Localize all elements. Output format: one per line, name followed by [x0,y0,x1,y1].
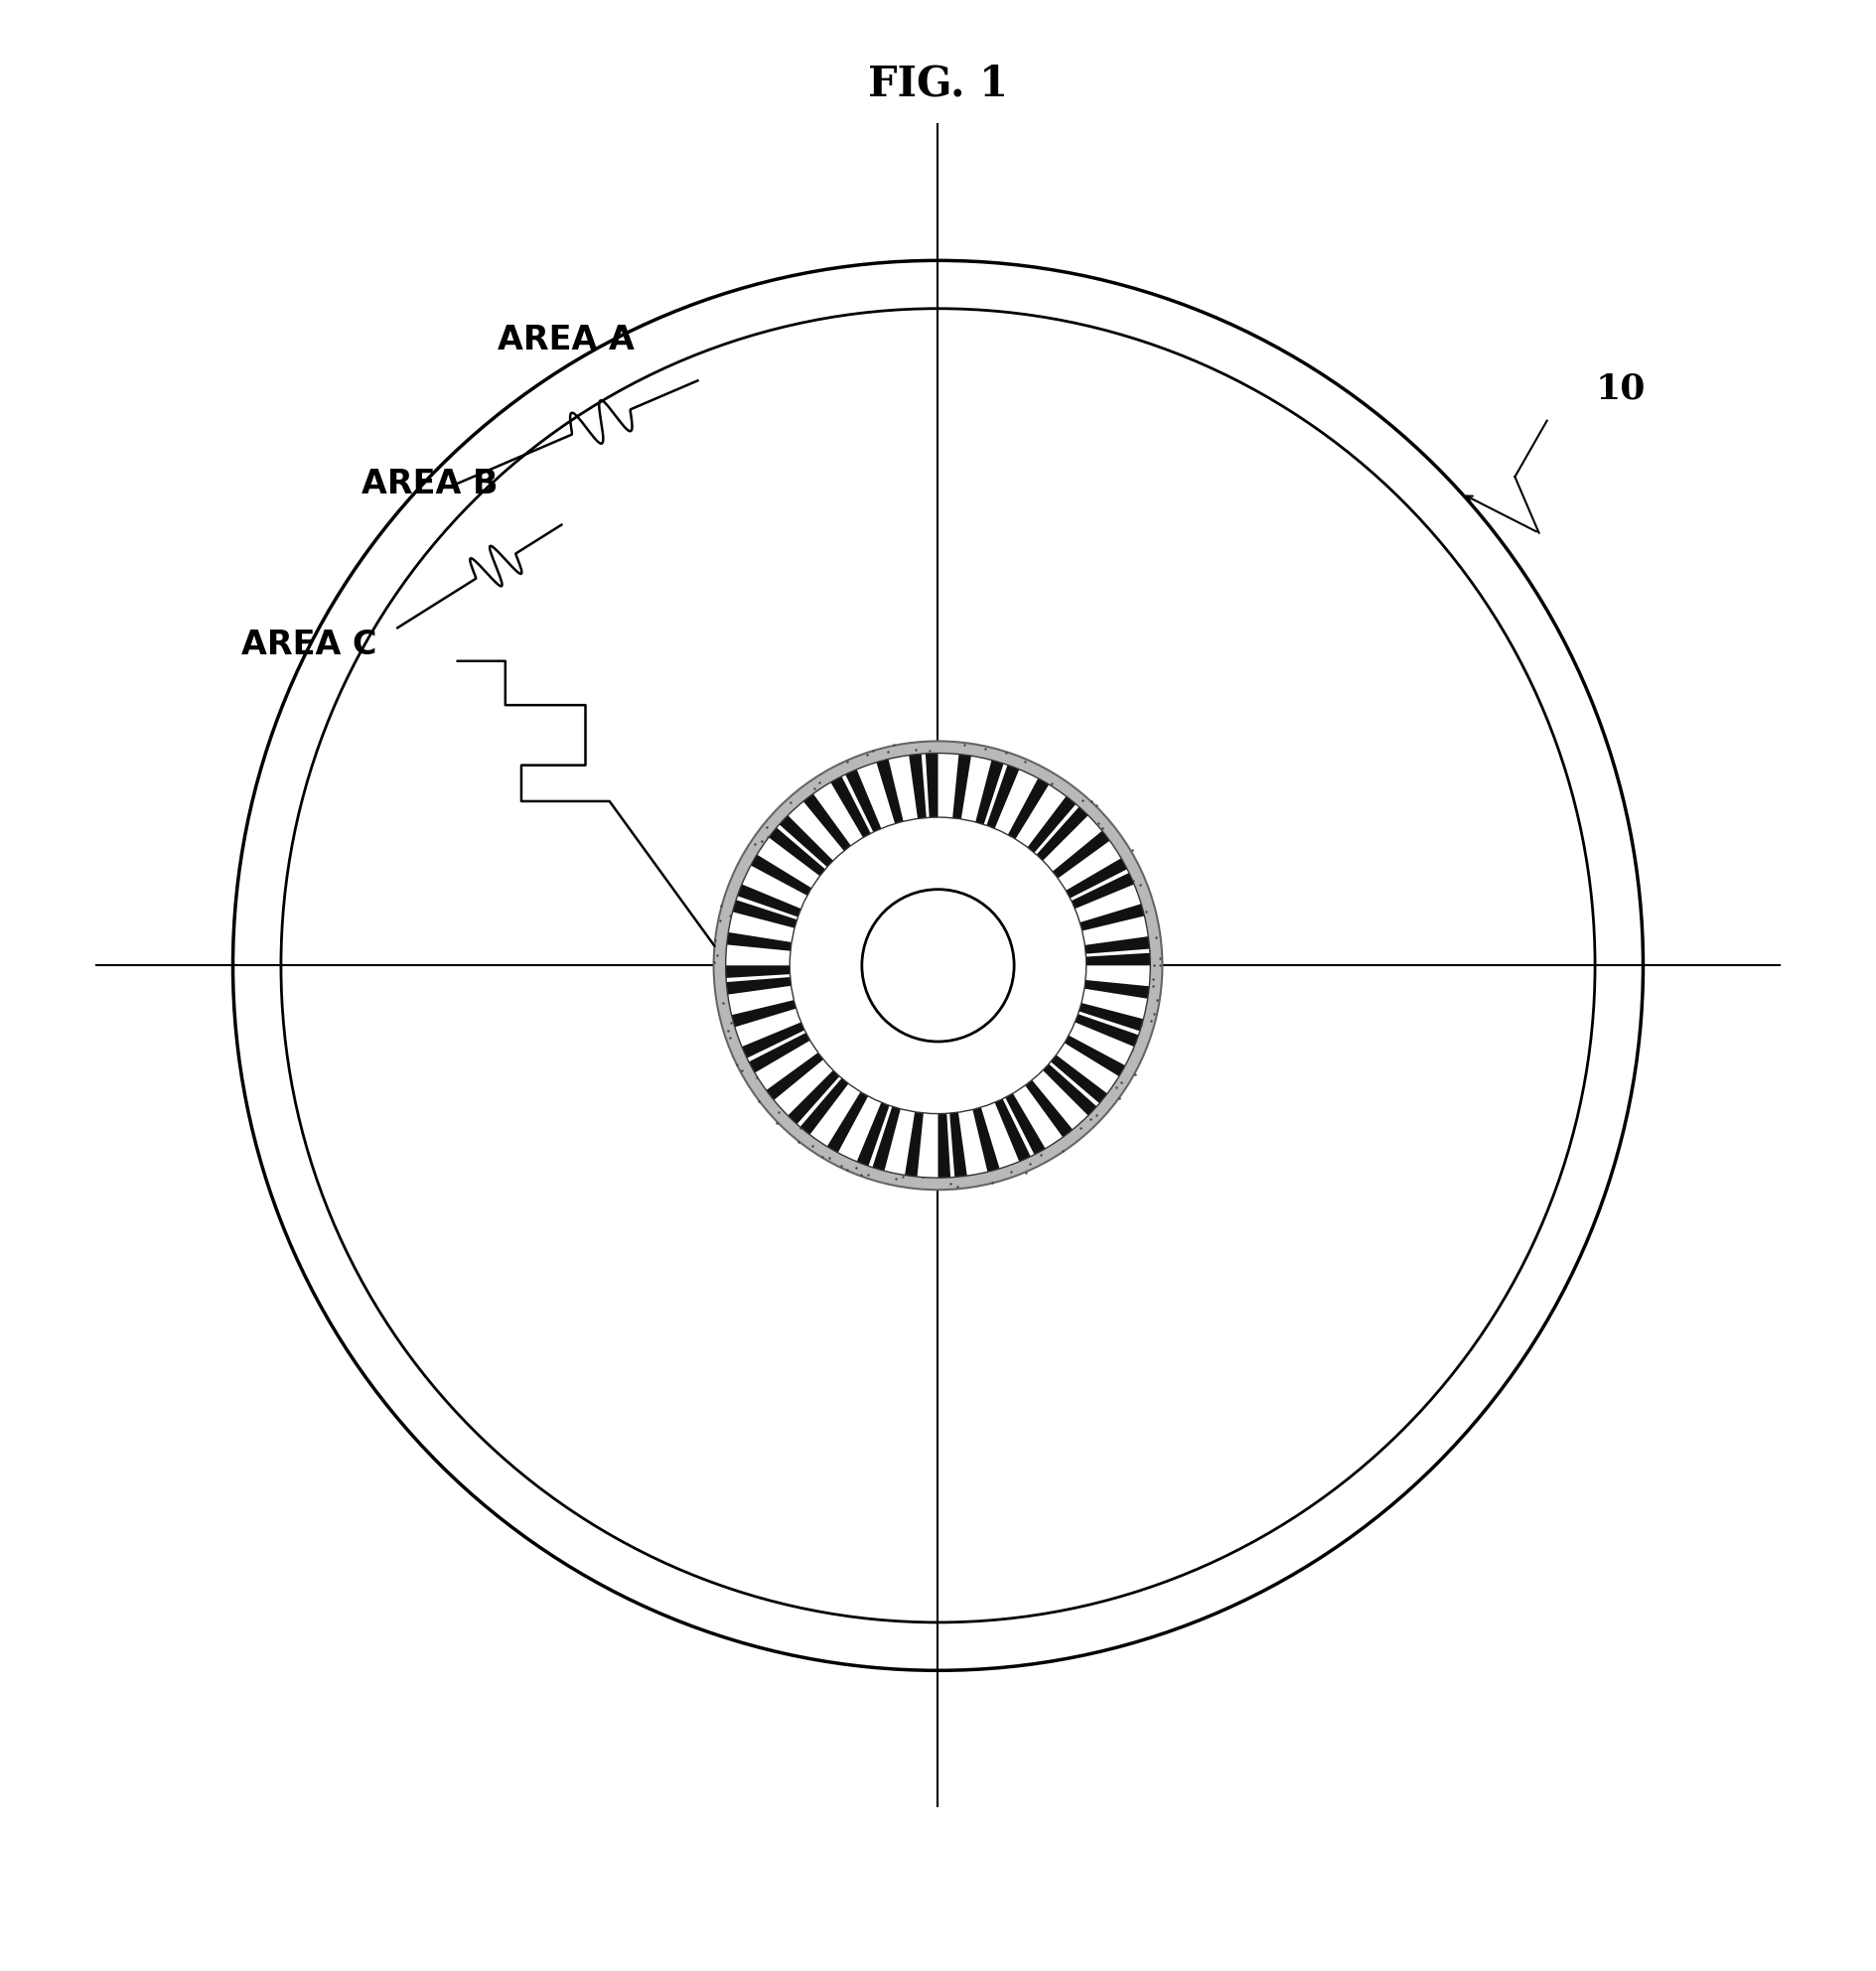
Wedge shape [893,755,915,820]
Wedge shape [964,757,987,822]
Wedge shape [908,753,927,818]
Wedge shape [1082,920,1148,942]
Wedge shape [792,804,842,859]
Wedge shape [938,1114,951,1179]
Wedge shape [756,1043,816,1086]
Wedge shape [861,763,893,828]
Wedge shape [1071,873,1135,909]
Wedge shape [857,1102,889,1167]
Wedge shape [1082,991,1146,1015]
Wedge shape [1081,905,1144,930]
Wedge shape [726,948,790,962]
Wedge shape [765,1053,824,1100]
Text: AREA A: AREA A [497,323,634,357]
Wedge shape [1066,857,1127,899]
Wedge shape [953,755,972,820]
Text: FIG. 1: FIG. 1 [869,63,1007,104]
Wedge shape [1060,844,1120,889]
Wedge shape [972,1108,1000,1173]
Text: AREA B: AREA B [360,467,497,501]
Wedge shape [831,777,870,838]
Wedge shape [904,1112,923,1177]
Wedge shape [1069,1025,1133,1062]
Wedge shape [1075,1013,1139,1047]
Circle shape [726,753,1150,1179]
Text: AREA C: AREA C [240,629,377,660]
Wedge shape [983,1104,1015,1167]
Wedge shape [1084,980,1150,999]
Wedge shape [921,1114,934,1179]
Wedge shape [1084,936,1150,954]
Wedge shape [942,753,955,818]
Wedge shape [1007,779,1049,840]
Wedge shape [760,842,818,885]
Wedge shape [1015,1088,1060,1147]
Wedge shape [1077,889,1141,920]
Wedge shape [779,816,833,867]
Wedge shape [1086,968,1150,982]
Circle shape [713,741,1163,1190]
Wedge shape [1051,1054,1107,1104]
Wedge shape [1052,832,1111,879]
Wedge shape [732,901,797,928]
Wedge shape [1045,818,1099,869]
Wedge shape [889,1110,912,1175]
Wedge shape [777,1062,831,1112]
Wedge shape [730,917,794,940]
Wedge shape [788,1070,840,1123]
Wedge shape [1006,1094,1045,1155]
Wedge shape [749,1033,810,1072]
Wedge shape [1024,1080,1073,1137]
Wedge shape [872,1106,900,1171]
Wedge shape [1079,1003,1144,1031]
Wedge shape [925,753,938,818]
Wedge shape [1034,1072,1084,1127]
Wedge shape [732,999,795,1027]
Wedge shape [1043,1064,1097,1116]
Wedge shape [726,932,792,950]
Wedge shape [1028,796,1077,853]
Wedge shape [728,989,794,1011]
Circle shape [861,889,1015,1041]
Wedge shape [827,1092,869,1153]
Wedge shape [799,1078,848,1135]
Wedge shape [876,759,904,824]
Wedge shape [994,1098,1030,1161]
Wedge shape [1058,1045,1116,1090]
Wedge shape [812,1086,857,1145]
Wedge shape [1036,806,1088,861]
Wedge shape [1019,786,1064,846]
Wedge shape [976,761,1004,824]
Wedge shape [842,1098,878,1161]
Wedge shape [987,765,1019,828]
Wedge shape [961,1110,983,1175]
Wedge shape [741,1023,805,1058]
Wedge shape [846,769,882,832]
Wedge shape [816,784,861,844]
Wedge shape [737,885,801,917]
Wedge shape [726,978,792,995]
Wedge shape [1086,952,1150,966]
Wedge shape [803,794,852,851]
Wedge shape [949,1112,968,1177]
Wedge shape [750,855,812,895]
Wedge shape [1064,1035,1126,1076]
Wedge shape [735,1011,799,1043]
Wedge shape [769,828,825,875]
Wedge shape [998,771,1034,834]
Wedge shape [743,869,807,907]
Circle shape [790,818,1086,1114]
Wedge shape [726,966,790,978]
Text: 10: 10 [1595,373,1645,406]
